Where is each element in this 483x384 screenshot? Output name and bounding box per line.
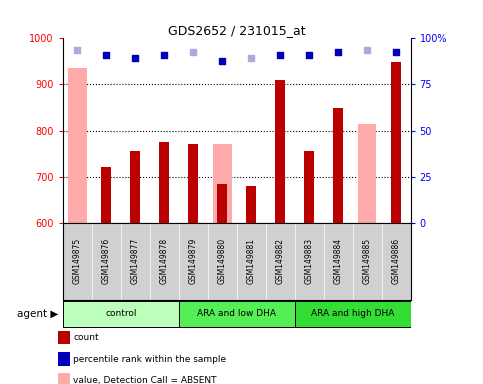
Bar <box>391 62 401 223</box>
Text: ARA and high DHA: ARA and high DHA <box>311 310 394 318</box>
Text: GSM149883: GSM149883 <box>305 238 313 284</box>
Bar <box>246 186 256 223</box>
Text: value, Detection Call = ABSENT: value, Detection Call = ABSENT <box>73 376 217 384</box>
Point <box>131 55 139 61</box>
Text: GSM149876: GSM149876 <box>102 238 111 284</box>
Text: ARA and low DHA: ARA and low DHA <box>197 310 276 318</box>
Bar <box>358 124 377 223</box>
Point <box>218 58 226 65</box>
Bar <box>101 167 112 223</box>
Point <box>276 52 284 58</box>
Text: GSM149886: GSM149886 <box>392 238 400 284</box>
Bar <box>333 108 343 223</box>
Point <box>160 52 168 58</box>
Text: GSM149880: GSM149880 <box>218 238 227 284</box>
FancyBboxPatch shape <box>295 301 411 327</box>
Bar <box>130 151 141 223</box>
Point <box>189 49 197 55</box>
Text: GSM149879: GSM149879 <box>189 238 198 284</box>
Point <box>392 49 400 55</box>
Text: GSM149885: GSM149885 <box>363 238 371 284</box>
Text: GSM149881: GSM149881 <box>247 238 256 284</box>
Point <box>247 55 255 61</box>
Text: agent ▶: agent ▶ <box>16 309 58 319</box>
Text: GSM149877: GSM149877 <box>131 238 140 284</box>
Bar <box>188 144 199 223</box>
Title: GDS2652 / 231015_at: GDS2652 / 231015_at <box>168 24 305 37</box>
Point <box>363 47 371 53</box>
Point <box>334 49 342 55</box>
Text: GSM149878: GSM149878 <box>160 238 169 284</box>
Text: GSM149884: GSM149884 <box>334 238 342 284</box>
Point <box>73 47 81 53</box>
FancyBboxPatch shape <box>63 301 179 327</box>
Bar <box>275 80 285 223</box>
Bar <box>217 184 227 223</box>
Text: control: control <box>105 310 137 318</box>
Point <box>305 52 313 58</box>
Bar <box>68 68 87 223</box>
Point <box>102 52 110 58</box>
Bar <box>304 151 314 223</box>
Text: count: count <box>73 333 99 343</box>
FancyBboxPatch shape <box>179 301 295 327</box>
Text: percentile rank within the sample: percentile rank within the sample <box>73 354 227 364</box>
Bar <box>213 144 232 223</box>
Text: GSM149882: GSM149882 <box>276 238 284 284</box>
Bar <box>159 142 170 223</box>
Text: GSM149875: GSM149875 <box>73 238 82 284</box>
